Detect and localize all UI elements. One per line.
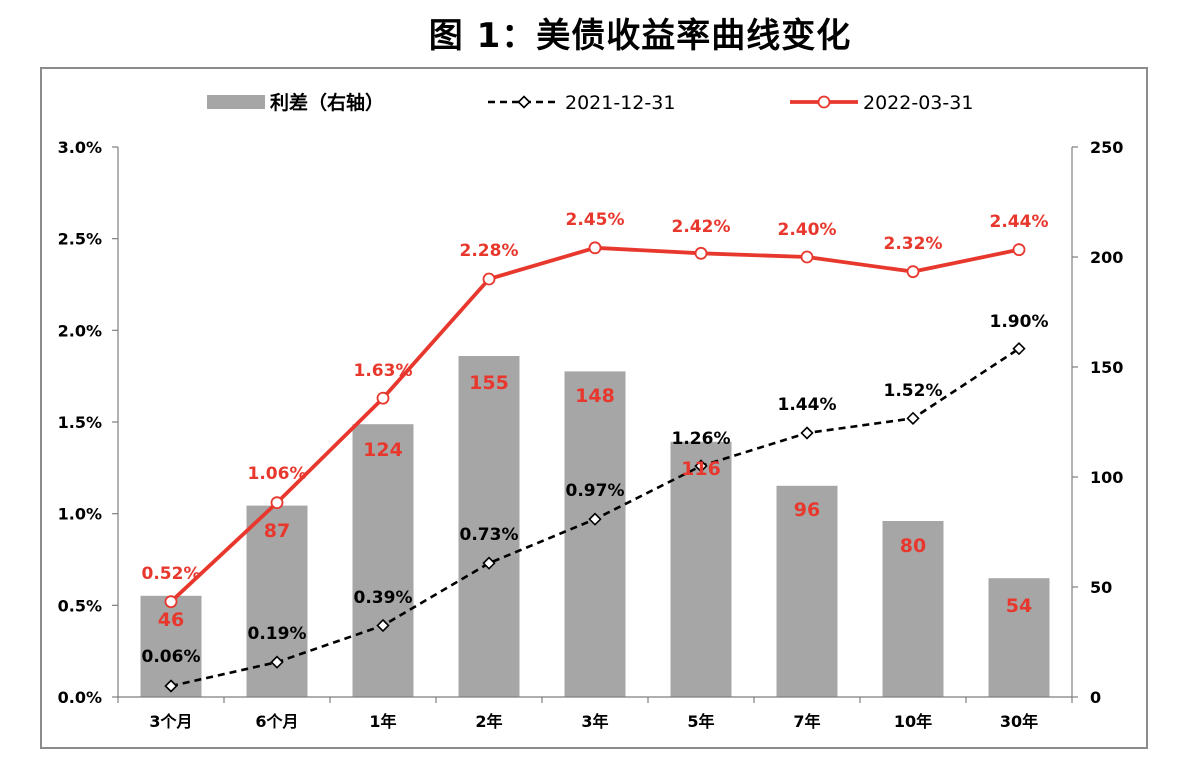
series-marker-0-2: [376, 618, 390, 633]
series-marker-1-8: [1012, 243, 1026, 257]
y-left-tick-label: 2.5%: [58, 230, 102, 249]
x-tick-label: 2年: [475, 712, 502, 731]
y-left-tick-label: 1.5%: [58, 413, 102, 432]
chart-frame: [40, 67, 1148, 749]
bar-value-label: 46: [158, 609, 184, 631]
line-2022-value-label: 1.06%: [248, 464, 307, 484]
x-tick-label: 1年: [369, 712, 396, 731]
line-2022-value-label: 2.42%: [672, 217, 731, 237]
legend-swatch-bar: [207, 95, 265, 109]
bar-value-label: 116: [681, 458, 721, 480]
line-2022-value-label: 1.63%: [354, 361, 413, 381]
y-right-tick-label: 200: [1090, 248, 1123, 267]
line-2022-value-label: 0.52%: [142, 564, 201, 584]
series-marker-1-2: [376, 391, 390, 405]
line-2021-value-label: 1.52%: [884, 381, 943, 401]
chart-title: 图 1：美债收益率曲线变化: [428, 16, 852, 56]
line-2021-value-label: 0.19%: [248, 624, 307, 644]
x-tick-label: 6个月: [255, 712, 298, 731]
line-2022-value-label: 2.45%: [566, 210, 625, 230]
y-right-tick-label: 150: [1090, 358, 1123, 377]
line-2021-value-label: 1.44%: [778, 395, 837, 415]
series-marker-1-0: [164, 595, 178, 609]
bar-value-label: 54: [1006, 595, 1032, 617]
series-marker-1-1: [270, 496, 284, 510]
y-left-tick-label: 0.5%: [58, 596, 102, 615]
series-marker-0-0: [164, 679, 178, 693]
bar-6: [776, 485, 838, 697]
series-marker-0-4: [588, 512, 602, 526]
line-2021-value-label: 0.06%: [142, 647, 201, 667]
line-2022-value-label: 2.32%: [884, 234, 943, 254]
legend-marker-2022: [817, 95, 831, 109]
series-marker-0-7: [906, 411, 920, 425]
bar-value-label: 124: [363, 439, 403, 461]
bar-7: [882, 521, 944, 697]
bar-4: [564, 371, 626, 697]
series-marker-1-6: [800, 250, 814, 264]
line-2021-value-label: 0.39%: [354, 588, 413, 608]
y-right-tick-label: 250: [1090, 138, 1123, 157]
series-marker-1-3: [482, 272, 496, 286]
x-tick-label: 10年: [894, 712, 932, 731]
y-left-tick-label: 0.0%: [58, 688, 102, 707]
line-2022-value-label: 2.44%: [990, 212, 1049, 232]
labels-layer: 46 87 124 155 148 116 96 80 54 0.06% 0.19% 0.39% 0.7…: [142, 210, 1049, 667]
line-2021-value-label: 1.26%: [672, 429, 731, 449]
bar-value-label: 155: [469, 372, 509, 394]
series-marker-0-1: [270, 655, 284, 669]
line-2021-value-label: 0.73%: [460, 525, 519, 545]
bar-value-label: 96: [794, 499, 820, 521]
series-marker-1-5: [694, 246, 708, 260]
y-right-tick-label: 50: [1090, 578, 1112, 597]
bar-8: [988, 578, 1050, 697]
x-tick-label: 5年: [687, 712, 714, 731]
legend-marker-2021: [517, 95, 531, 109]
line-2021-value-label: 0.97%: [566, 481, 625, 501]
x-tick-label: 3个月: [149, 712, 192, 731]
legend-label-bar: 利差（右轴）: [270, 91, 384, 114]
line-2022-value-label: 2.40%: [778, 220, 837, 240]
x-tick-label: 3年: [581, 712, 608, 731]
y-left-tick-label: 1.0%: [58, 505, 102, 524]
bar-2: [352, 424, 414, 697]
series-marker-0-6: [800, 426, 814, 440]
axes-layer: 0.0% 0.5% 1.0% 1.5% 2.0% 2.5% 3.0% 0 50 100 150 200…: [58, 138, 1124, 731]
bar-3: [458, 356, 520, 697]
y-right-tick-label: 0: [1090, 688, 1101, 707]
bars-layer: [140, 356, 1050, 697]
series-marker-0-8: [1012, 342, 1026, 356]
bar-5: [670, 441, 732, 697]
line-2021-value-label: 1.90%: [990, 312, 1049, 332]
bar-value-label: 148: [575, 385, 615, 407]
line-2022-value-label: 2.28%: [460, 241, 519, 261]
series-marker-1-4: [588, 241, 602, 255]
x-tick-label: 7年: [793, 712, 820, 731]
legend-label-2021: 2021-12-31: [565, 92, 675, 114]
y-right-tick-label: 100: [1090, 468, 1123, 487]
series-marker-1-7: [906, 265, 920, 279]
legend-label-2022: 2022-03-31: [863, 92, 973, 114]
y-left-tick-label: 3.0%: [58, 138, 102, 157]
series-marker-0-3: [482, 556, 496, 570]
legend: 利差（右轴） 2021-12-31 2022-03-31: [207, 91, 973, 114]
bar-value-label: 87: [264, 520, 290, 542]
y-left-tick-label: 2.0%: [58, 321, 102, 340]
bar-value-label: 80: [900, 535, 926, 557]
series-marker-0-5: [694, 459, 708, 473]
lines-layer: [164, 241, 1026, 693]
x-tick-label: 30年: [1000, 712, 1038, 731]
